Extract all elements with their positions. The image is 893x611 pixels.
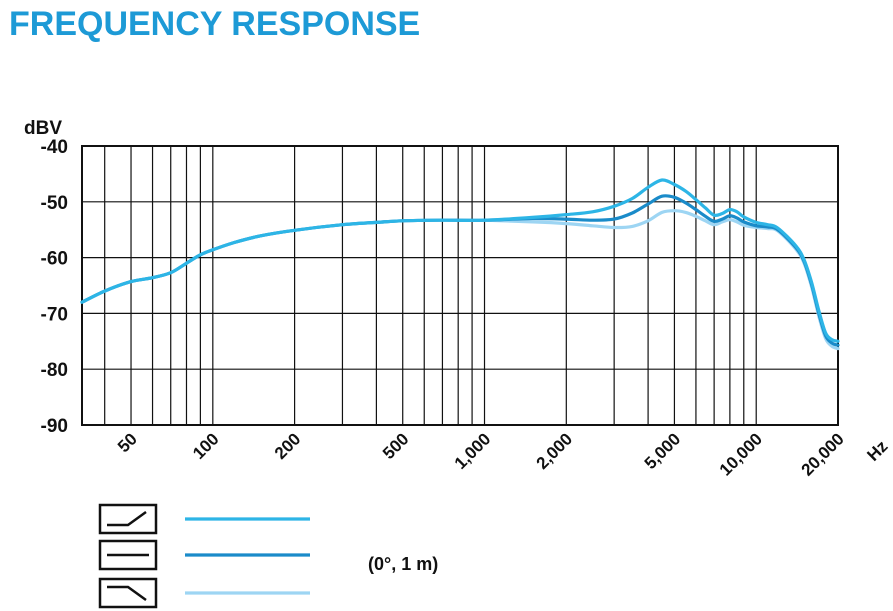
y-tick-label: -50 — [41, 193, 68, 214]
legend-note: (0°, 1 m) — [368, 554, 438, 574]
x-tick-label: 100 — [189, 429, 222, 462]
legend-item — [98, 503, 310, 535]
legend-icon-frame — [98, 539, 158, 571]
x-tick-label: 5,000 — [641, 429, 685, 473]
x-tick-label: 1,000 — [451, 429, 495, 473]
x-tick-label: 50 — [114, 429, 141, 456]
x-axis-unit: Hz — [863, 437, 891, 465]
legend — [98, 503, 310, 609]
y-tick-label: -40 — [41, 137, 68, 158]
x-tick-label: 20,000 — [798, 429, 848, 479]
y-tick-labels: -40 -50 -60 -70 -80 -90 — [41, 137, 68, 437]
y-tick-label: -70 — [41, 304, 68, 325]
legend-item — [98, 577, 310, 609]
y-axis-label: dBV — [24, 118, 62, 139]
low-cut-icon — [98, 577, 158, 609]
y-tick-label: -60 — [41, 249, 68, 270]
plot-frame — [81, 145, 839, 426]
y-tick-label: -80 — [41, 360, 68, 381]
x-tick-label: 200 — [271, 429, 304, 462]
grid — [81, 145, 839, 426]
legend-item — [98, 539, 310, 571]
legend-icon-frame — [98, 577, 158, 609]
legend-icon-curve — [107, 510, 147, 527]
x-tick-label: 500 — [379, 429, 412, 462]
flat-icon — [98, 539, 158, 571]
x-tick-label: 2,000 — [533, 429, 577, 473]
x-tick-labels: 50 100 200 500 1,000 2,000 5,000 10,000 20,000 — [114, 429, 848, 479]
legend-icon-frame — [98, 503, 158, 535]
series-line-1 — [80, 178, 840, 343]
series-line-3 — [482, 209, 840, 351]
series-lines — [80, 178, 840, 351]
x-tick-label: 10,000 — [716, 429, 766, 479]
chart-title: FREQUENCY RESPONSE — [9, 5, 420, 43]
presence-boost-icon — [98, 503, 158, 535]
y-tick-label: -90 — [41, 416, 68, 437]
legend-icon-curve — [107, 585, 147, 602]
series-line-2 — [80, 194, 840, 347]
